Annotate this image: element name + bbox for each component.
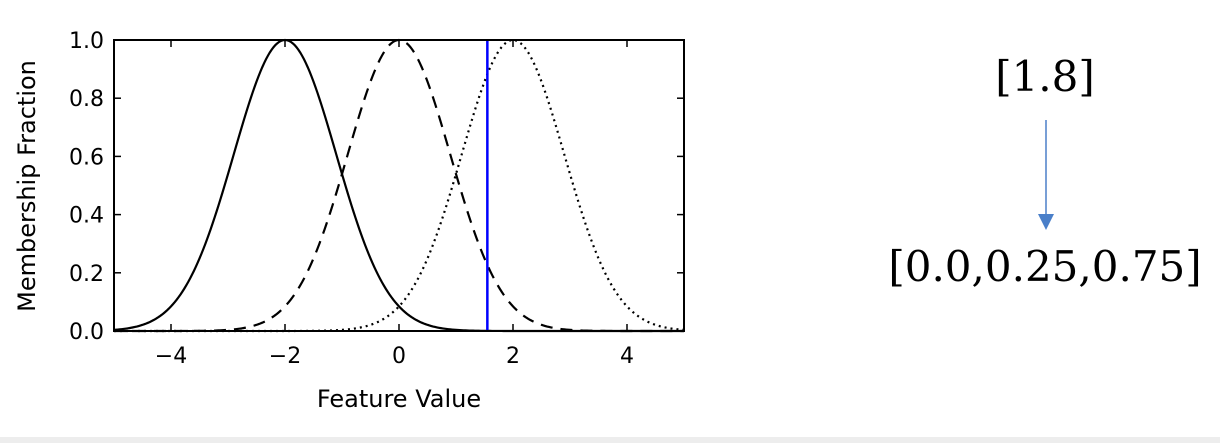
y-tick-label: 0.6 xyxy=(69,145,104,170)
y-tick-label: 0.2 xyxy=(69,262,104,287)
y-tick-label: 0.4 xyxy=(69,204,104,229)
x-tick-label: −4 xyxy=(155,344,187,369)
y-tick-label: 0.0 xyxy=(69,320,104,345)
ticks-layer: −4 −2 0 2 4 0.0 0.2 0.4 0.6 0.8 1.0 xyxy=(69,29,684,369)
y-tick-label: 1.0 xyxy=(69,29,104,54)
y-tick-label: 0.8 xyxy=(69,87,104,112)
x-tick-label: 0 xyxy=(392,344,406,369)
output-vector: [0.0,0.25,0.75] xyxy=(888,242,1202,291)
curves-layer xyxy=(113,38,685,333)
x-tick-label: −2 xyxy=(269,344,301,369)
series-line-1 xyxy=(113,38,684,333)
down-arrow-icon xyxy=(1038,120,1054,230)
series-line-2 xyxy=(114,38,684,333)
x-tick-label: 4 xyxy=(620,344,634,369)
membership-chart: −4 −2 0 2 40.00.20.40.60.81.0 Feature Value … xyxy=(13,29,685,413)
series-line-3 xyxy=(114,38,685,333)
x-axis-label: Feature Value xyxy=(317,385,481,413)
plot-frame xyxy=(113,39,685,332)
bottom-strip xyxy=(0,437,1220,443)
x-tick-label: 2 xyxy=(506,344,520,369)
input-value: [1.8] xyxy=(995,52,1095,101)
y-axis-label: Membership Fraction xyxy=(13,60,41,312)
